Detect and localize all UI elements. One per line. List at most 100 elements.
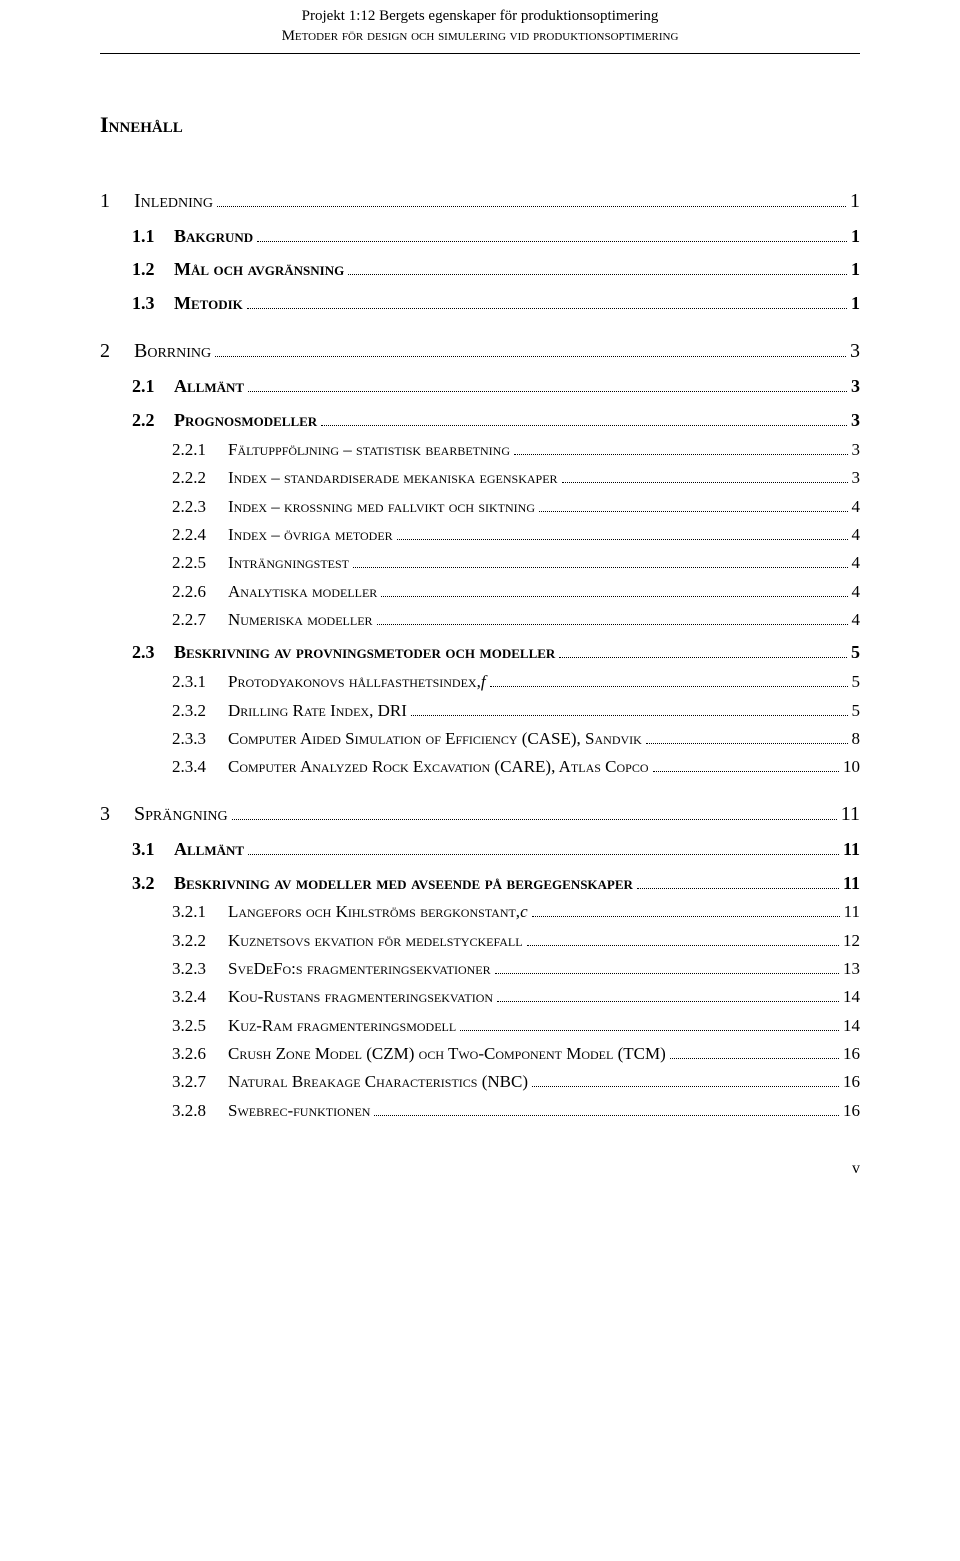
toc-entry-label-italic: c bbox=[520, 899, 528, 925]
toc-leader bbox=[539, 495, 848, 511]
toc-entry: 2.2Prognosmodeller3 bbox=[100, 407, 860, 435]
toc-entry-number: 2.2.3 bbox=[172, 494, 228, 520]
toc-entry-label: Index – standardiserade mekaniska egensk… bbox=[228, 465, 558, 491]
toc-entry-page: 5 bbox=[851, 639, 860, 667]
toc-leader bbox=[562, 467, 848, 483]
toc-entry-page: 5 bbox=[852, 669, 861, 695]
toc-entry-page: 5 bbox=[852, 698, 861, 724]
toc-entry: 2.2.2Index – standardiserade mekaniska e… bbox=[100, 465, 860, 491]
toc-entry: 3.2.1Langefors och Kihlströms bergkonsta… bbox=[100, 899, 860, 925]
toc-entry-label-italic: f bbox=[481, 669, 486, 695]
toc-entry-number: 3.2.5 bbox=[172, 1013, 228, 1039]
toc-leader bbox=[527, 929, 839, 945]
toc-entry-page: 3 bbox=[852, 437, 861, 463]
toc-leader bbox=[411, 699, 848, 715]
toc-entry-label: Index – övriga metoder bbox=[228, 522, 393, 548]
toc-entry: 2.2.1Fältuppföljning – statistisk bearbe… bbox=[100, 437, 860, 463]
toc-entry: 3.2.8Swebrec-funktionen16 bbox=[100, 1098, 860, 1124]
toc-entry: 1.3Metodik 1 bbox=[100, 290, 860, 318]
toc-entry: 3Sprängning 11 bbox=[100, 799, 860, 830]
toc-entry: 3.2.7Natural Breakage Characteristics (N… bbox=[100, 1069, 860, 1095]
toc-entry-number: 2 bbox=[100, 336, 134, 367]
toc-leader bbox=[248, 837, 839, 854]
toc-entry: 2.1Allmänt3 bbox=[100, 373, 860, 401]
toc-entry-label: Crush Zone Model (CZM) och Two-Component… bbox=[228, 1041, 666, 1067]
toc-entry: 2.2.7Numeriska modeller4 bbox=[100, 607, 860, 633]
toc-entry-label: Kuznetsovs ekvation för medelstyckefall bbox=[228, 928, 523, 954]
toc-entry: 3.2.6Crush Zone Model (CZM) och Two-Comp… bbox=[100, 1041, 860, 1067]
header-line2: Metoder för design och simulering vid pr… bbox=[100, 26, 860, 46]
toc-leader bbox=[559, 641, 847, 658]
toc-entry-page: 16 bbox=[843, 1041, 860, 1067]
toc-entry-page: 14 bbox=[843, 1013, 860, 1039]
toc-entry-page: 8 bbox=[852, 726, 861, 752]
toc-leader bbox=[353, 552, 848, 568]
toc-entry-number: 2.2.5 bbox=[172, 550, 228, 576]
toc-entry: 2.3.1Protodyakonovs hållfasthetsindex, f… bbox=[100, 669, 860, 695]
toc-entry-label: Natural Breakage Characteristics (NBC) bbox=[228, 1069, 528, 1095]
toc-entry-label: Inledning bbox=[134, 186, 213, 217]
toc-entry-number: 2.1 bbox=[132, 373, 174, 401]
toc-entry-number: 2.2.6 bbox=[172, 579, 228, 605]
toc-entry-label: Prognosmodeller bbox=[174, 407, 317, 435]
toc-entry: 1Inledning1 bbox=[100, 186, 860, 217]
toc-entry-number: 3.2.1 bbox=[172, 899, 228, 925]
toc-title: Innehåll bbox=[100, 112, 860, 138]
toc-entry-number: 1.3 bbox=[132, 290, 174, 318]
toc-entry-number: 3 bbox=[100, 799, 134, 830]
toc-entry-page: 1 bbox=[851, 290, 860, 318]
toc-entry-number: 3.2.3 bbox=[172, 956, 228, 982]
toc-leader bbox=[637, 871, 839, 888]
toc-entry: 2.3Beskrivning av provningsmetoder och m… bbox=[100, 639, 860, 667]
toc-entry-number: 2.3 bbox=[132, 639, 174, 667]
toc-entry-page: 4 bbox=[852, 522, 861, 548]
toc-entry-page: 1 bbox=[851, 223, 860, 251]
toc-leader bbox=[381, 580, 847, 596]
toc-leader bbox=[532, 1071, 839, 1087]
toc-leader bbox=[374, 1100, 839, 1116]
toc-leader bbox=[514, 439, 848, 455]
toc-entry: 2Borrning3 bbox=[100, 336, 860, 367]
toc-entry-label: Numeriska modeller bbox=[228, 607, 373, 633]
toc-entry-label: Inträngningstest bbox=[228, 550, 349, 576]
toc-entry-number: 3.2.4 bbox=[172, 984, 228, 1010]
toc-entry: 1.2Mål och avgränsning1 bbox=[100, 256, 860, 284]
toc-entry-label: Metodik bbox=[174, 290, 243, 318]
toc-leader bbox=[215, 338, 846, 357]
toc-leader bbox=[232, 801, 837, 820]
toc-entry-label: Computer Analyzed Rock Excavation (CARE)… bbox=[228, 754, 649, 780]
toc-entry: 1.1Bakgrund1 bbox=[100, 223, 860, 251]
toc-entry-label: Fältuppföljning – statistisk bearbetning bbox=[228, 437, 510, 463]
toc-entry-label: Protodyakonovs hållfasthetsindex, bbox=[228, 669, 481, 695]
toc-entry-page: 11 bbox=[841, 799, 860, 830]
toc-entry-number: 2.3.2 bbox=[172, 698, 228, 724]
toc-leader bbox=[670, 1043, 839, 1059]
toc-entry-label: SveDeFo:s fragmenteringsekvationer bbox=[228, 956, 491, 982]
toc-entry-number: 3.2 bbox=[132, 870, 174, 898]
toc-leader bbox=[653, 756, 839, 772]
toc-entry-label: Kou-Rustans fragmenteringsekvation bbox=[228, 984, 493, 1010]
toc-entry-number: 3.2.8 bbox=[172, 1098, 228, 1124]
toc-entry-number: 1.1 bbox=[132, 223, 174, 251]
toc-entry-label: Sprängning bbox=[134, 799, 228, 830]
toc-leader bbox=[497, 986, 839, 1002]
toc-leader bbox=[321, 409, 847, 426]
toc-entry: 2.3.4Computer Analyzed Rock Excavation (… bbox=[100, 754, 860, 780]
toc-entry-page: 3 bbox=[852, 465, 861, 491]
toc-entry: 2.2.5Inträngningstest4 bbox=[100, 550, 860, 576]
toc-entry-number: 2.3.4 bbox=[172, 754, 228, 780]
toc-leader bbox=[217, 188, 846, 207]
toc-entry-number: 3.2.6 bbox=[172, 1041, 228, 1067]
toc-entry-label: Allmänt bbox=[174, 836, 244, 864]
toc-entry-label: Allmänt bbox=[174, 373, 244, 401]
toc-entry-page: 11 bbox=[843, 836, 860, 864]
toc-entry-page: 4 bbox=[852, 579, 861, 605]
toc-leader bbox=[248, 375, 847, 392]
toc-leader bbox=[377, 609, 848, 625]
toc-entry-number: 2.3.3 bbox=[172, 726, 228, 752]
toc-entry-number: 2.2.2 bbox=[172, 465, 228, 491]
toc-entry-page: 3 bbox=[851, 407, 860, 435]
toc-entry-page: 14 bbox=[843, 984, 860, 1010]
toc-entry: 3.2.5Kuz-Ram fragmenteringsmodell14 bbox=[100, 1013, 860, 1039]
toc-entry: 2.3.2Drilling Rate Index, DRI5 bbox=[100, 698, 860, 724]
